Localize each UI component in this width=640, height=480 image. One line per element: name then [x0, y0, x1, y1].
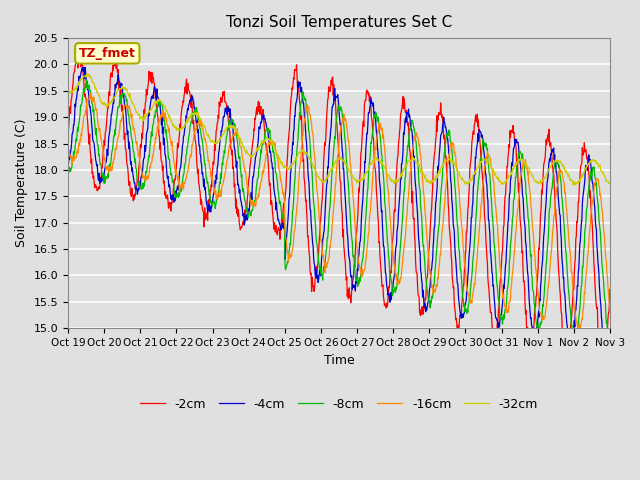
-16cm [574, 326, 582, 332]
-4cm [344, 245, 352, 251]
-16cm [209, 174, 216, 180]
-32cm [209, 138, 216, 144]
-4cm [64, 163, 72, 169]
-2cm [136, 161, 143, 167]
-2cm [344, 296, 352, 301]
Line: -32cm: -32cm [68, 73, 610, 185]
Line: -4cm: -4cm [68, 67, 610, 359]
-8cm [209, 203, 216, 209]
Legend: -2cm, -4cm, -8cm, -16cm, -32cm: -2cm, -4cm, -8cm, -16cm, -32cm [135, 393, 543, 416]
Title: Tonzi Soil Temperatures Set C: Tonzi Soil Temperatures Set C [226, 15, 452, 30]
-2cm [76, 46, 84, 52]
-16cm [266, 140, 274, 145]
-8cm [572, 337, 579, 343]
-2cm [64, 126, 72, 132]
-32cm [136, 111, 143, 117]
-2cm [606, 287, 614, 292]
Line: -2cm: -2cm [68, 49, 610, 363]
-16cm [344, 138, 352, 144]
-4cm [606, 342, 614, 348]
-16cm [456, 205, 464, 211]
-2cm [209, 169, 216, 175]
-4cm [603, 356, 611, 361]
-32cm [64, 88, 72, 94]
-4cm [266, 150, 274, 156]
-4cm [572, 308, 579, 314]
-32cm [456, 174, 464, 180]
-8cm [266, 128, 274, 133]
-32cm [606, 180, 614, 186]
-16cm [572, 312, 579, 317]
-8cm [344, 180, 352, 186]
-2cm [597, 360, 605, 366]
Y-axis label: Soil Temperature (C): Soil Temperature (C) [15, 119, 28, 247]
Line: -8cm: -8cm [68, 81, 610, 348]
-16cm [64, 142, 72, 147]
-2cm [456, 313, 464, 319]
-8cm [64, 169, 72, 175]
-8cm [83, 78, 90, 84]
-8cm [606, 345, 614, 350]
-4cm [456, 310, 464, 315]
-2cm [572, 256, 579, 262]
-8cm [136, 179, 143, 185]
-32cm [344, 165, 352, 171]
-8cm [456, 266, 464, 272]
-4cm [209, 200, 216, 205]
-32cm [570, 182, 578, 188]
-32cm [83, 71, 91, 76]
Text: TZ_fmet: TZ_fmet [79, 47, 136, 60]
-16cm [136, 154, 143, 160]
Line: -16cm: -16cm [68, 93, 610, 329]
-4cm [78, 64, 86, 70]
X-axis label: Time: Time [324, 353, 355, 367]
-32cm [572, 180, 580, 185]
-16cm [606, 306, 614, 312]
-16cm [87, 90, 95, 96]
-32cm [266, 138, 274, 144]
-2cm [266, 180, 274, 186]
-4cm [136, 179, 143, 184]
